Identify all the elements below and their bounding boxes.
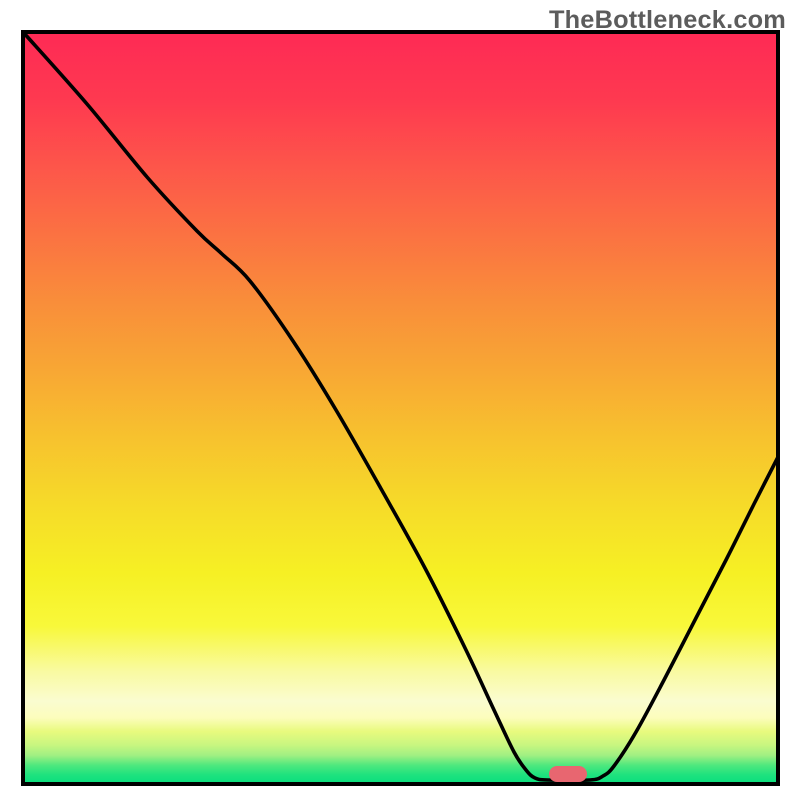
chart-root: TheBottleneck.com [0,0,800,800]
plot-background [23,32,778,784]
watermark-text: TheBottleneck.com [549,6,786,35]
chart-svg [0,0,800,800]
valley-marker [549,766,587,782]
